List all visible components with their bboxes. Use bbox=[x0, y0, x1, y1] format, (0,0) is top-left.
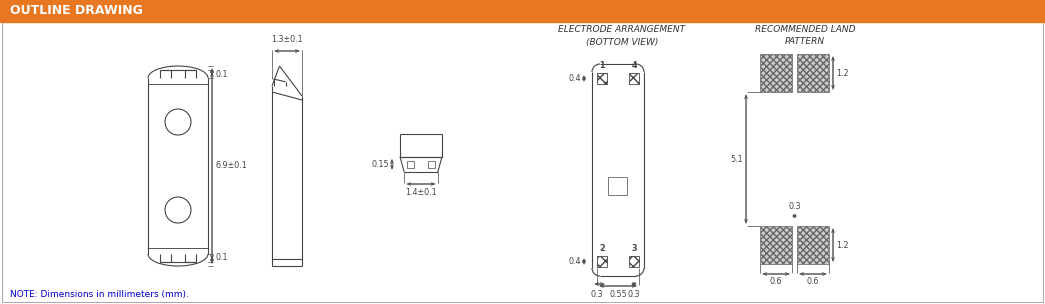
Text: 0.55: 0.55 bbox=[609, 290, 627, 299]
Text: 0.6: 0.6 bbox=[807, 277, 819, 286]
Bar bbox=[629, 256, 638, 267]
Text: 1.4±0.1: 1.4±0.1 bbox=[405, 188, 437, 197]
Bar bbox=[760, 226, 792, 264]
Text: 0.3: 0.3 bbox=[628, 290, 641, 299]
Bar bbox=[797, 226, 829, 264]
Bar bbox=[427, 161, 435, 168]
Text: 0.4: 0.4 bbox=[568, 74, 581, 83]
Bar bbox=[608, 178, 627, 195]
Text: 2: 2 bbox=[599, 244, 605, 253]
Text: 1.3±0.1: 1.3±0.1 bbox=[272, 35, 303, 44]
Text: 0.6: 0.6 bbox=[770, 277, 783, 286]
Text: 6.9±0.1: 6.9±0.1 bbox=[215, 161, 247, 171]
Text: 1: 1 bbox=[599, 61, 605, 70]
Text: (BOTTOM VIEW): (BOTTOM VIEW) bbox=[586, 37, 658, 47]
Text: 0.1: 0.1 bbox=[215, 254, 228, 262]
Bar bbox=[597, 73, 607, 84]
Bar bbox=[760, 54, 792, 92]
Text: 1.2: 1.2 bbox=[836, 240, 849, 250]
Text: 0.15: 0.15 bbox=[371, 160, 389, 169]
Text: 0.3: 0.3 bbox=[590, 290, 603, 299]
Text: 1.2: 1.2 bbox=[836, 68, 849, 78]
Bar bbox=[597, 256, 607, 267]
Bar bbox=[408, 161, 414, 168]
Text: 0.4: 0.4 bbox=[568, 257, 581, 266]
Text: OUTLINE DRAWING: OUTLINE DRAWING bbox=[10, 5, 143, 18]
Text: 0.3: 0.3 bbox=[788, 202, 800, 211]
Text: NOTE: Dimensions in millimeters (mm).: NOTE: Dimensions in millimeters (mm). bbox=[10, 289, 189, 299]
Text: 3: 3 bbox=[631, 244, 636, 253]
Text: 5.1: 5.1 bbox=[730, 154, 743, 164]
Bar bbox=[629, 73, 638, 84]
Text: 4: 4 bbox=[631, 61, 636, 70]
Text: 0.1: 0.1 bbox=[215, 70, 228, 78]
Bar bbox=[797, 54, 829, 92]
Text: ELECTRODE ARRANGEMENT: ELECTRODE ARRANGEMENT bbox=[558, 25, 686, 33]
Bar bbox=[0, 0, 1045, 22]
Text: RECOMMENDED LAND: RECOMMENDED LAND bbox=[754, 25, 855, 33]
Text: PATTERN: PATTERN bbox=[785, 37, 826, 47]
